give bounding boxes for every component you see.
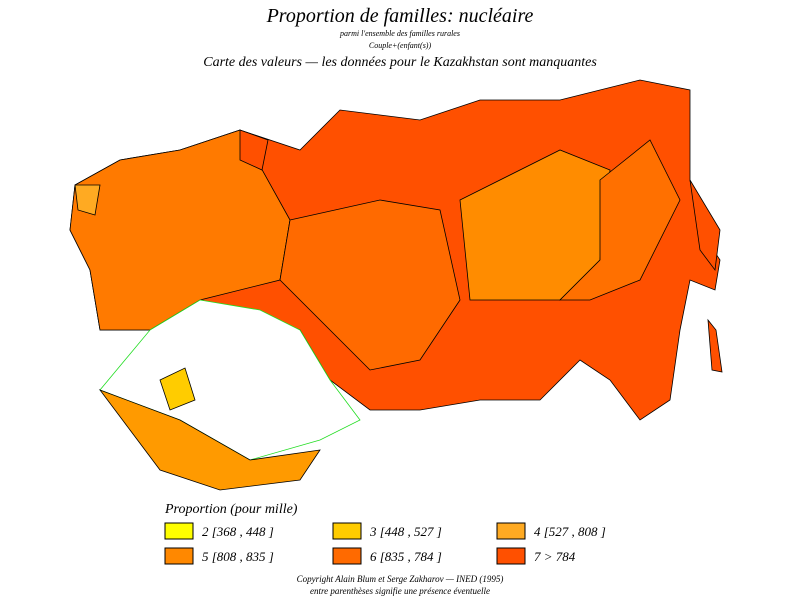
legend-label: 5 [808 , 835 ] <box>202 549 274 564</box>
region <box>239 129 269 171</box>
legend-title: Proportion (pour mille) <box>164 502 298 517</box>
legend-label: 2 [368 , 448 ] <box>202 524 274 539</box>
legend: 2 [368 , 448 ] 3 [448 , 527 ] 4 [527 , 808… <box>164 522 606 565</box>
legend-swatch <box>164 547 194 565</box>
legend-label: 4 [527 , 808 ] <box>534 524 606 539</box>
region <box>689 179 721 272</box>
legend-label: 3 [448 , 527 ] <box>369 524 442 539</box>
map-note: Carte des valeurs — les données pour le … <box>203 55 597 70</box>
region <box>74 184 101 216</box>
legend-swatch <box>332 547 362 565</box>
footer: entre parenthèses signifie une présence … <box>310 586 490 596</box>
region <box>98 389 321 491</box>
region <box>279 199 461 371</box>
subtitle: parmi l'ensemble des familles rurales <box>339 29 460 38</box>
subtitle2: Couple+(enfant(s)) <box>369 41 432 50</box>
legend-swatch <box>496 522 526 540</box>
title: Proportion de familles: nucléaire <box>266 5 534 27</box>
region <box>159 367 196 411</box>
legend-swatch <box>496 547 526 565</box>
footer: Copyright Alain Blum et Serge Zakharov —… <box>297 574 504 584</box>
legend-swatch <box>332 522 362 540</box>
region <box>559 139 681 301</box>
region <box>707 318 723 373</box>
legend-label: 7 > 784 <box>534 549 576 564</box>
legend-swatch <box>164 522 194 540</box>
legend-label: 6 [835 , 784 ] <box>370 549 442 564</box>
region <box>69 129 291 331</box>
map <box>69 79 723 491</box>
